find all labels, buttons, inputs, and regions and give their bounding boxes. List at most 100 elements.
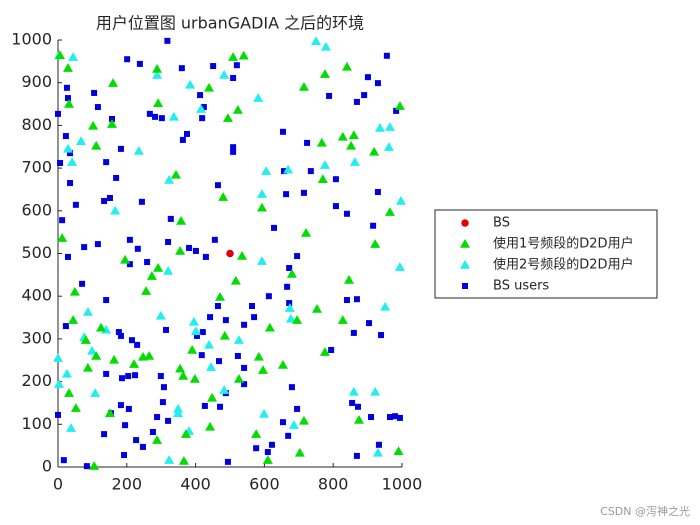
point <box>230 75 237 82</box>
point <box>217 403 224 410</box>
y-tick-label: 1000 <box>11 30 52 49</box>
point <box>253 445 260 452</box>
point <box>179 136 186 143</box>
point <box>144 350 155 360</box>
point <box>153 98 164 107</box>
point <box>292 315 303 324</box>
point <box>238 50 249 60</box>
point <box>72 201 79 208</box>
point <box>349 399 356 406</box>
point <box>368 414 375 421</box>
point <box>68 52 79 61</box>
point <box>70 403 81 412</box>
point <box>152 113 159 120</box>
point <box>224 458 231 465</box>
point <box>64 99 75 108</box>
point <box>158 115 165 122</box>
point <box>337 315 348 324</box>
point <box>286 268 297 278</box>
point <box>353 296 360 303</box>
point <box>175 245 186 255</box>
point <box>374 189 381 196</box>
point <box>109 115 116 122</box>
point <box>341 61 352 71</box>
point <box>380 301 391 311</box>
legend-marker <box>462 283 468 289</box>
point <box>215 358 222 365</box>
point <box>94 104 101 111</box>
point <box>163 266 174 275</box>
point <box>176 216 187 225</box>
point <box>265 293 272 300</box>
point <box>64 95 71 102</box>
point <box>233 62 240 69</box>
point <box>214 303 221 310</box>
point <box>178 456 189 465</box>
point <box>120 254 131 264</box>
point <box>301 228 312 237</box>
point <box>62 133 69 140</box>
y-tick-label: 700 <box>21 158 52 177</box>
point <box>369 146 380 156</box>
point <box>383 52 390 59</box>
point <box>192 247 199 254</box>
point <box>165 417 172 424</box>
point <box>103 159 110 166</box>
point <box>214 182 221 189</box>
point <box>319 69 330 78</box>
point <box>165 238 172 245</box>
point <box>210 63 217 70</box>
point <box>230 148 237 155</box>
point <box>353 98 360 105</box>
point <box>298 415 309 425</box>
point <box>241 364 248 371</box>
point <box>374 122 385 132</box>
y-tick-label: 800 <box>21 115 52 134</box>
point <box>241 381 248 388</box>
legend-label: BS users <box>493 279 549 294</box>
point <box>253 93 264 102</box>
point <box>103 370 110 377</box>
point <box>393 107 400 114</box>
point <box>82 306 93 316</box>
point <box>350 329 357 336</box>
point <box>117 332 124 339</box>
point <box>370 222 377 229</box>
point <box>152 64 163 73</box>
point <box>132 372 139 379</box>
point <box>326 92 333 99</box>
point <box>207 314 214 321</box>
point <box>91 89 98 96</box>
point <box>233 374 244 383</box>
point <box>200 104 207 111</box>
point <box>232 105 243 114</box>
point <box>53 353 63 362</box>
point <box>307 168 314 175</box>
point <box>57 233 68 242</box>
point <box>136 60 143 67</box>
point <box>337 131 348 141</box>
point <box>117 145 124 152</box>
point <box>298 81 309 91</box>
point <box>332 176 339 183</box>
point <box>153 263 164 272</box>
point <box>103 297 110 304</box>
x-tick-label: 1000 <box>382 475 423 494</box>
point <box>178 65 185 72</box>
point <box>353 452 360 459</box>
point <box>79 280 86 287</box>
point <box>251 314 258 321</box>
y-tick-label: 100 <box>21 414 52 433</box>
point <box>61 368 72 378</box>
point <box>146 110 153 117</box>
point <box>332 203 339 210</box>
point <box>54 379 65 388</box>
point <box>168 111 179 121</box>
point <box>67 180 74 187</box>
point <box>66 423 77 432</box>
y-tick-label: 900 <box>21 72 52 91</box>
point <box>128 337 135 344</box>
point <box>149 428 156 435</box>
point <box>113 174 120 181</box>
point <box>228 52 239 61</box>
